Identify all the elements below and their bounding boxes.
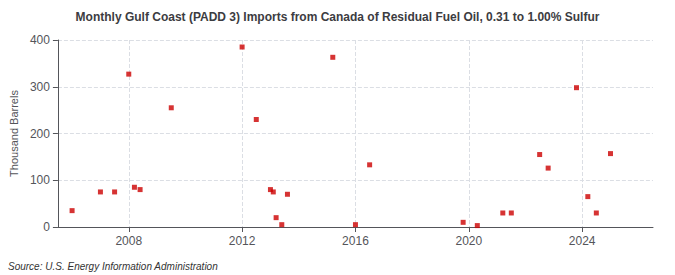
svg-text:2008: 2008 (115, 234, 142, 248)
svg-text:0: 0 (43, 220, 50, 234)
svg-text:2012: 2012 (229, 234, 256, 248)
svg-text:Source: U.S. Energy Informatio: Source: U.S. Energy Information Administ… (8, 261, 218, 272)
svg-text:200: 200 (30, 127, 50, 141)
svg-text:2024: 2024 (569, 234, 596, 248)
svg-text:Thousand Barrels: Thousand Barrels (8, 90, 20, 177)
svg-text:300: 300 (30, 80, 50, 94)
svg-text:2016: 2016 (342, 234, 369, 248)
svg-text:400: 400 (30, 33, 50, 47)
svg-text:2020: 2020 (455, 234, 482, 248)
svg-text:Monthly Gulf Coast (PADD 3) Im: Monthly Gulf Coast (PADD 3) Imports from… (76, 10, 600, 24)
svg-text:100: 100 (30, 173, 50, 187)
